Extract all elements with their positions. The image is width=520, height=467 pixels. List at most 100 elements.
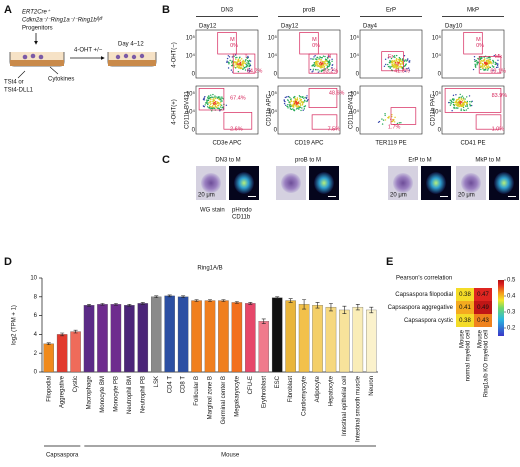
error-bar <box>87 304 92 307</box>
flow-event <box>492 66 495 68</box>
cell-label: 0.38 <box>459 318 471 324</box>
flow-event <box>300 96 302 98</box>
flow-event <box>219 110 221 112</box>
flow-event <box>399 63 401 65</box>
y-tick-label: 10 <box>30 276 37 282</box>
flow-event <box>485 62 488 65</box>
flow-event <box>317 69 319 71</box>
flow-event <box>452 103 455 106</box>
flow-event <box>292 103 294 105</box>
flow-event <box>210 107 212 109</box>
bar <box>312 305 323 373</box>
flow-event <box>398 60 400 62</box>
bar <box>110 304 122 373</box>
image-title: MkP to M <box>475 158 500 164</box>
flow-event <box>476 61 478 64</box>
flow-event <box>322 60 325 63</box>
flow-event <box>331 60 333 63</box>
flow-event <box>394 61 397 64</box>
flow-event <box>246 60 249 62</box>
flow-event <box>314 68 317 71</box>
flow-event <box>238 67 240 69</box>
error-bar <box>342 305 347 315</box>
flow-event <box>231 62 233 64</box>
flow-event <box>296 106 298 108</box>
flow-event <box>313 65 316 67</box>
flow-event <box>480 62 482 64</box>
flow-event <box>220 104 223 106</box>
flow-event <box>289 108 292 110</box>
flow-event <box>491 65 494 67</box>
wg-cell <box>201 173 221 193</box>
flow-event <box>221 106 223 109</box>
flow-event <box>331 64 334 66</box>
axis-tick-label: 10⁵ <box>186 35 196 42</box>
flow-event <box>234 61 237 64</box>
flow-event <box>387 57 390 59</box>
flow-event <box>480 60 483 62</box>
flow-event <box>217 102 219 104</box>
cell <box>131 54 137 60</box>
flow-event <box>378 120 381 123</box>
flow-event <box>487 68 490 70</box>
flow-event <box>399 58 401 60</box>
flow-event <box>398 122 401 124</box>
flow-event <box>483 59 486 61</box>
gate-box <box>217 32 237 55</box>
flow-event <box>383 65 386 67</box>
flow-event <box>495 66 498 69</box>
column-label: Mouse <box>478 329 484 348</box>
flow-event <box>211 110 213 112</box>
flow-event <box>312 58 314 60</box>
fluor-cell <box>426 172 446 194</box>
flow-event <box>208 107 210 109</box>
flow-event <box>221 97 223 99</box>
flow-event <box>466 100 469 103</box>
feeder-label: TSt4-DLL1 <box>4 88 34 94</box>
cells-label: Progenitors <box>22 26 53 32</box>
flow-event <box>463 109 466 112</box>
flow-event <box>394 56 396 59</box>
flow-event <box>300 109 302 112</box>
panel-letter: D <box>4 256 12 268</box>
flow-event <box>457 102 459 105</box>
genotype: Cdkn2a⁻/⁻Ring1a⁻/⁻Ring1bᶠˡ/ᶠˡ <box>22 17 103 24</box>
flow-event <box>249 69 251 72</box>
flow-event <box>231 60 233 62</box>
flow-event <box>391 60 394 62</box>
flow-event <box>460 109 462 112</box>
flow-event <box>233 55 235 57</box>
flow-event <box>221 100 223 102</box>
flow-event <box>238 57 241 59</box>
flow-event <box>397 64 399 66</box>
flow-event <box>303 106 305 108</box>
flow-event <box>299 97 301 100</box>
gate-label: 0% <box>312 43 320 49</box>
flow-event <box>319 70 321 72</box>
cell-label: 0.47 <box>477 292 489 298</box>
row-label: Capsaspora filopodial <box>395 292 453 298</box>
error-bar <box>275 296 280 299</box>
axis-tick-label: 0 <box>192 72 196 78</box>
bar <box>56 334 68 373</box>
bar <box>150 296 162 373</box>
flow-event <box>391 64 393 67</box>
flow-event <box>322 63 324 65</box>
flow-event <box>449 101 451 104</box>
flow-event <box>409 60 411 62</box>
flow-event <box>462 97 465 99</box>
gate-box <box>463 32 483 55</box>
flow-event <box>390 61 393 64</box>
axis-tick-label: 0 <box>438 128 442 134</box>
heatmap-title: Pearson's correlation <box>396 276 452 282</box>
x-tick-label: CFU-E <box>248 376 254 394</box>
axis-tick-label: 10⁴ <box>268 53 278 60</box>
flow-event <box>391 114 393 116</box>
flow-event <box>397 65 399 67</box>
flow-event <box>309 68 312 71</box>
flow-event <box>292 108 294 110</box>
flow-event <box>497 59 499 61</box>
flow-event <box>385 63 387 66</box>
flow-event <box>296 107 299 110</box>
flow-event <box>225 104 228 106</box>
